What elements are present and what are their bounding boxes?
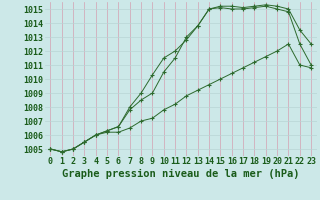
X-axis label: Graphe pression niveau de la mer (hPa): Graphe pression niveau de la mer (hPa) bbox=[62, 169, 300, 179]
